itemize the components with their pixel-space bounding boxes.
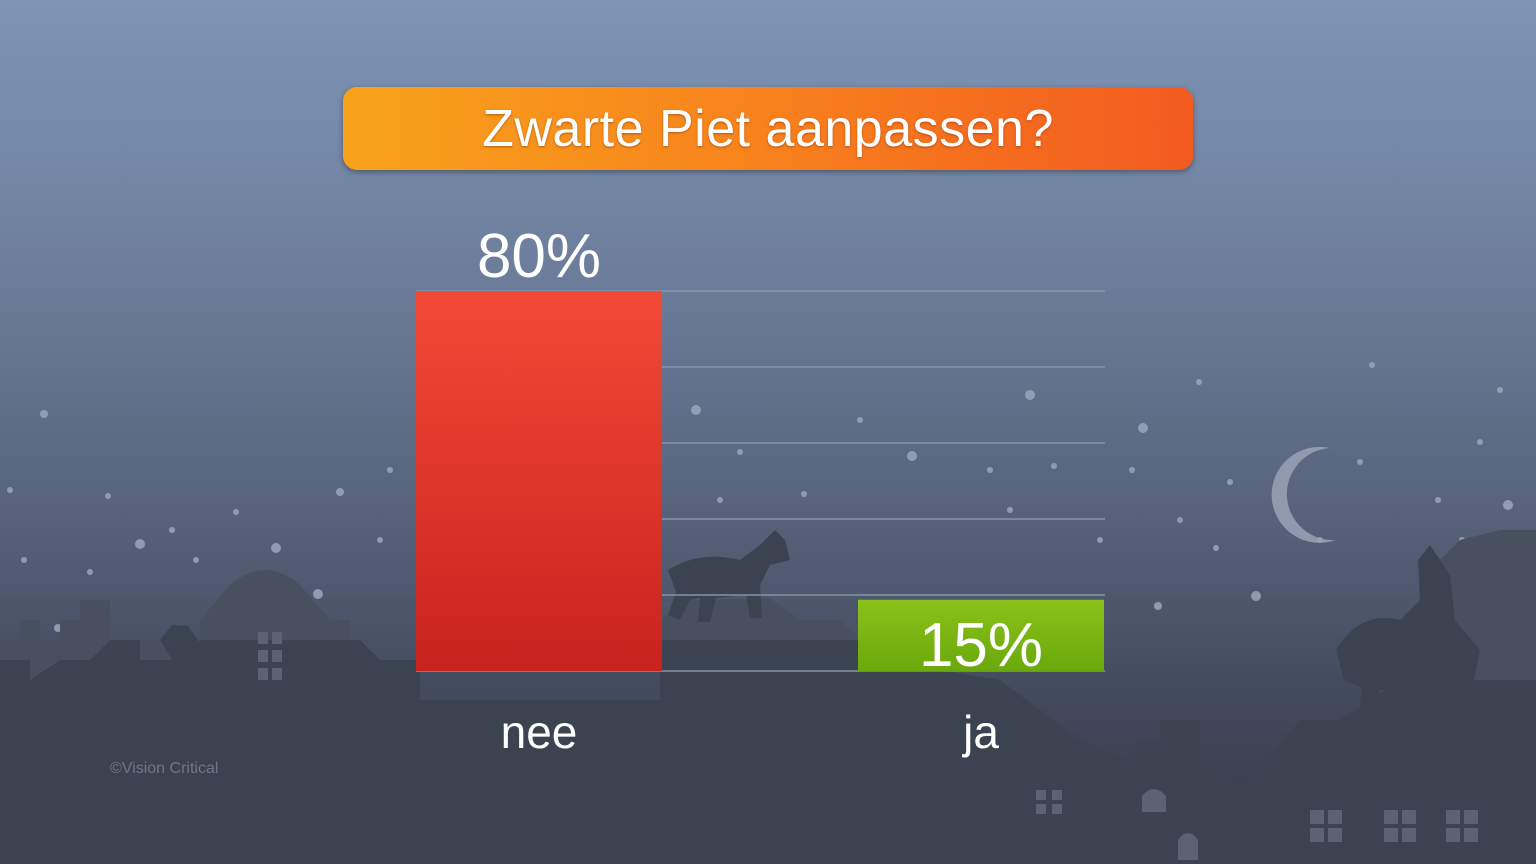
value-label-ja: 15% bbox=[919, 611, 1043, 680]
category-labels: nee ja bbox=[501, 706, 1000, 758]
category-label-nee: nee bbox=[501, 706, 578, 758]
category-label-ja: ja bbox=[961, 706, 999, 758]
rooftops-front bbox=[0, 530, 1536, 864]
chart-title-banner: Zwarte Piet aanpassen? bbox=[343, 87, 1193, 170]
copyright-watermark: ©Vision Critical bbox=[110, 760, 219, 777]
bars bbox=[416, 291, 1104, 671]
stars-decoration bbox=[7, 362, 1513, 632]
moon-icon bbox=[1271, 446, 1336, 543]
chart-title: Zwarte Piet aanpassen? bbox=[482, 99, 1054, 158]
bar-nee bbox=[416, 291, 662, 671]
value-label-nee: 80% bbox=[477, 222, 601, 291]
value-labels: 80% 15% bbox=[477, 222, 1043, 680]
bar-ja bbox=[858, 599, 1104, 671]
